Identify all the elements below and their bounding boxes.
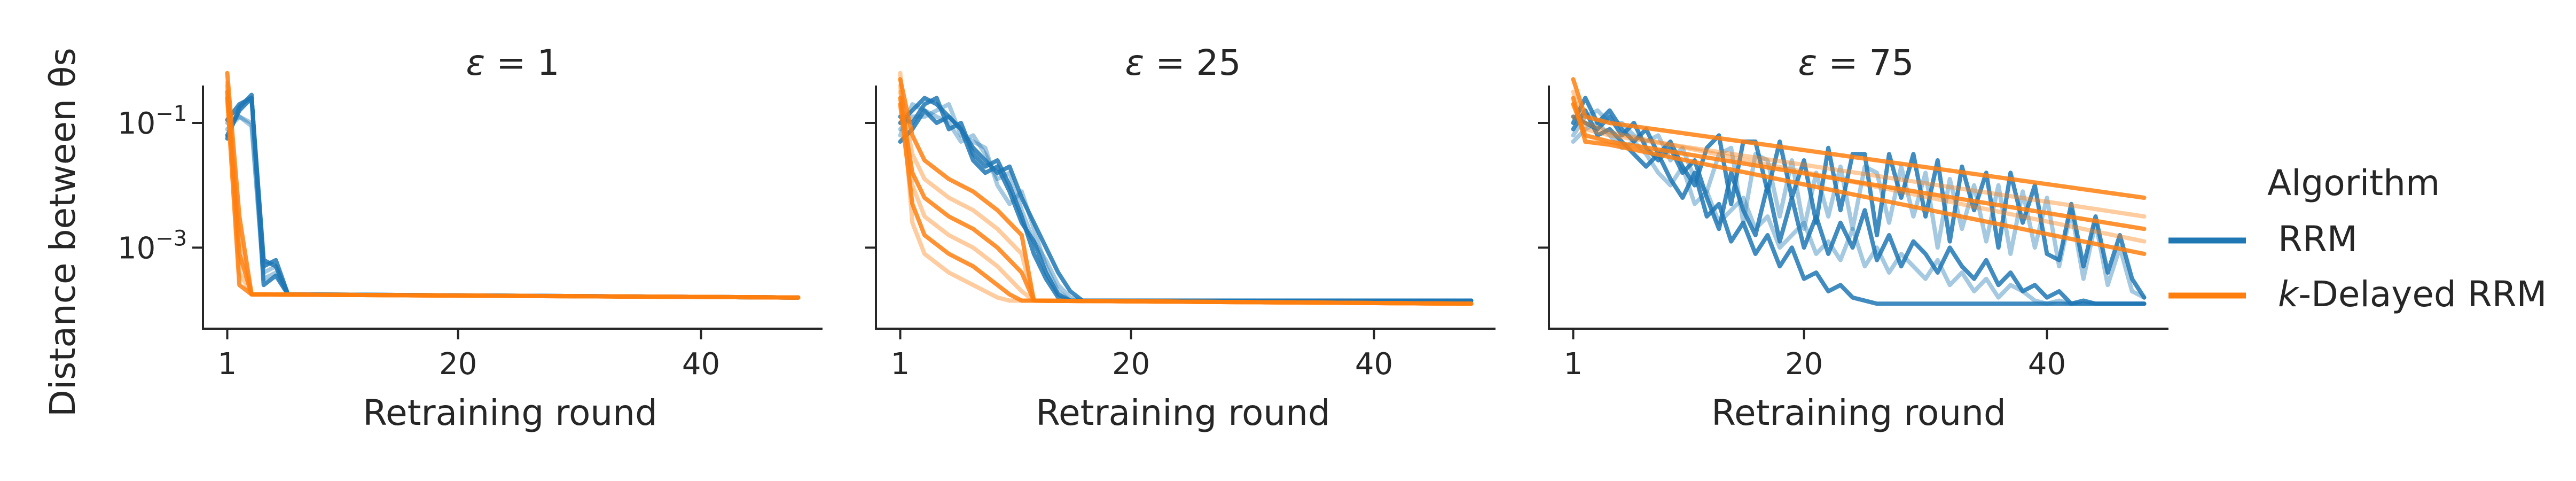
x-tick-label: 40 [2028, 347, 2066, 382]
legend-title: Algorithm [2267, 162, 2440, 204]
series-line-rrm-run-2 [228, 117, 798, 297]
x-ticks: 1 20 40 [218, 329, 721, 382]
x-axis-label: Retraining round [1036, 392, 1330, 433]
x-tick-label: 20 [1785, 347, 1823, 382]
panel-title: ε = 75 [1798, 42, 1914, 83]
series-line-delayed-run-1 [228, 73, 798, 298]
series-line-delayed-run-5 [228, 98, 798, 297]
y-ticks [865, 123, 876, 247]
series-line-delayed-run-3 [1573, 104, 2144, 229]
x-tick-label: 40 [682, 347, 720, 382]
series-line-rrm-run-1 [228, 98, 798, 297]
series-line-delayed-run-1 [901, 79, 1471, 304]
x-axis-label: Retraining round [363, 392, 657, 433]
series-line-delayed-run-3 [228, 92, 798, 298]
series-line-delayed-run-2 [228, 86, 798, 298]
x-tick-label: 1 [891, 347, 910, 382]
x-tick-label: 20 [1112, 347, 1150, 382]
x-tick-label: 1 [218, 347, 237, 382]
legend-label-rrm: RRM [2278, 219, 2358, 260]
series-line-delayed-run-2 [901, 92, 1471, 304]
x-ticks: 1 20 40 [891, 329, 1393, 382]
panel-eps-25: ε = 25 1 20 40 Retraining round [865, 42, 1496, 433]
series-layer [228, 73, 798, 298]
series-layer [901, 73, 1471, 304]
x-tick-label: 20 [439, 347, 477, 382]
y-axis-label: Distance between θs [42, 48, 83, 417]
series-line-delayed-run-4 [901, 86, 1471, 304]
x-ticks: 1 20 40 [1564, 329, 2066, 382]
y-ticks [1538, 123, 1549, 247]
x-tick-label: 40 [1355, 347, 1393, 382]
y-tick-label: 10−1 [118, 102, 187, 141]
panel-eps-1: ε = 1 1 20 40 10−1 10−3 Retraining round [118, 42, 823, 433]
y-ticks: 10−1 10−3 [118, 102, 203, 266]
panel-eps-75: ε = 75 1 20 40 Retraining round [1538, 42, 2168, 433]
legend-label-delayed: k-Delayed RRM [2278, 274, 2547, 315]
x-axis-label: Retraining round [1711, 392, 2006, 433]
x-tick-label: 1 [1564, 347, 1583, 382]
panel-title: ε = 1 [466, 42, 560, 83]
series-line-rrm-run-4 [228, 117, 798, 297]
series-line-delayed-run-4 [228, 82, 798, 298]
series-line-rrm-run-5 [901, 111, 1471, 301]
legend: Algorithm RRM k-Delayed RRM [2168, 162, 2547, 315]
series-layer [1573, 79, 2144, 304]
y-tick-label: 10−3 [118, 226, 187, 266]
series-line-delayed-run-6 [901, 73, 1471, 304]
panel-title: ε = 25 [1125, 42, 1241, 83]
series-line-rrm-run-3 [228, 95, 798, 298]
series-line-rrm-run-5 [228, 98, 798, 297]
